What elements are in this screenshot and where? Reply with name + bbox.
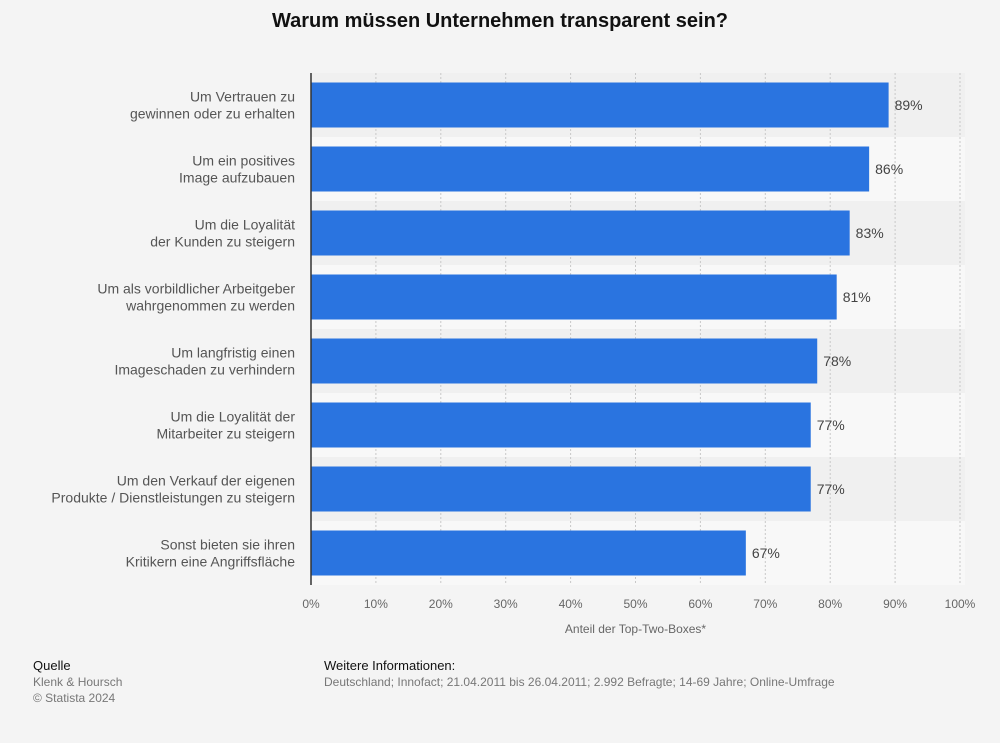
bar (311, 146, 870, 192)
source-block: Quelle Klenk & Hoursch © Statista 2024 (33, 658, 122, 706)
bar (311, 82, 889, 128)
category-label: der Kunden zu steigern (150, 234, 295, 250)
value-label: 83% (856, 225, 884, 241)
value-label: 81% (843, 289, 871, 305)
chart-title: Warum müssen Unternehmen transparent sei… (271, 10, 729, 32)
category-label: Um Vertrauen zu (190, 89, 295, 105)
x-tick-label: 90% (883, 597, 907, 611)
category-label: Produkte / Dienstleistungen zu steigern (51, 490, 295, 506)
x-tick-label: 60% (688, 597, 712, 611)
x-tick-label: 20% (429, 597, 453, 611)
bar (311, 210, 850, 256)
copyright: © Statista 2024 (33, 691, 116, 705)
bar (311, 466, 811, 512)
category-label: Sonst bieten sie ihren (160, 537, 295, 553)
value-label: 89% (895, 97, 923, 113)
x-tick-label: 70% (753, 597, 777, 611)
category-label: Mitarbeiter zu steigern (156, 426, 295, 442)
category-label: Um die Loyalität (195, 217, 295, 233)
category-label: Kritikern eine Angriffsfläche (126, 554, 296, 570)
category-label: wahrgenommen zu werden (125, 298, 295, 314)
x-tick-label: 40% (559, 597, 583, 611)
x-tick-label: 100% (945, 597, 976, 611)
bar (311, 402, 811, 448)
value-label: 67% (752, 545, 780, 561)
source-heading: Quelle (33, 658, 71, 673)
info-heading: Weitere Informationen: (324, 658, 456, 673)
category-label: Imageschaden zu verhindern (114, 362, 295, 378)
source-name: Klenk & Hoursch (33, 675, 123, 689)
category-label: Um ein positives (192, 153, 295, 169)
category-label: Um den Verkauf der eigenen (117, 473, 295, 489)
x-axis-title: Anteil der Top-Two-Boxes* (565, 622, 707, 636)
value-label: 77% (817, 481, 845, 497)
value-label: 86% (875, 161, 903, 177)
bar (311, 530, 746, 576)
category-label: Um die Loyalität der (170, 409, 295, 425)
x-tick-label: 0% (302, 597, 320, 611)
category-label: gewinnen oder zu erhalten (130, 106, 295, 122)
bar (311, 338, 818, 384)
x-tick-label: 50% (623, 597, 647, 611)
category-label: Um als vorbildlicher Arbeitgeber (97, 281, 295, 297)
x-tick-label: 30% (494, 597, 518, 611)
category-label: Um langfristig einen (171, 345, 295, 361)
bar (311, 274, 837, 320)
x-tick-label: 10% (364, 597, 388, 611)
category-label: Image aufzubauen (179, 170, 295, 186)
info-text: Deutschland; Innofact; 21.04.2011 bis 26… (324, 675, 835, 689)
value-label: 77% (817, 417, 845, 433)
info-block: Weitere Informationen: Deutschland; Inno… (324, 658, 835, 690)
value-label: 78% (823, 353, 851, 369)
x-tick-label: 80% (818, 597, 842, 611)
